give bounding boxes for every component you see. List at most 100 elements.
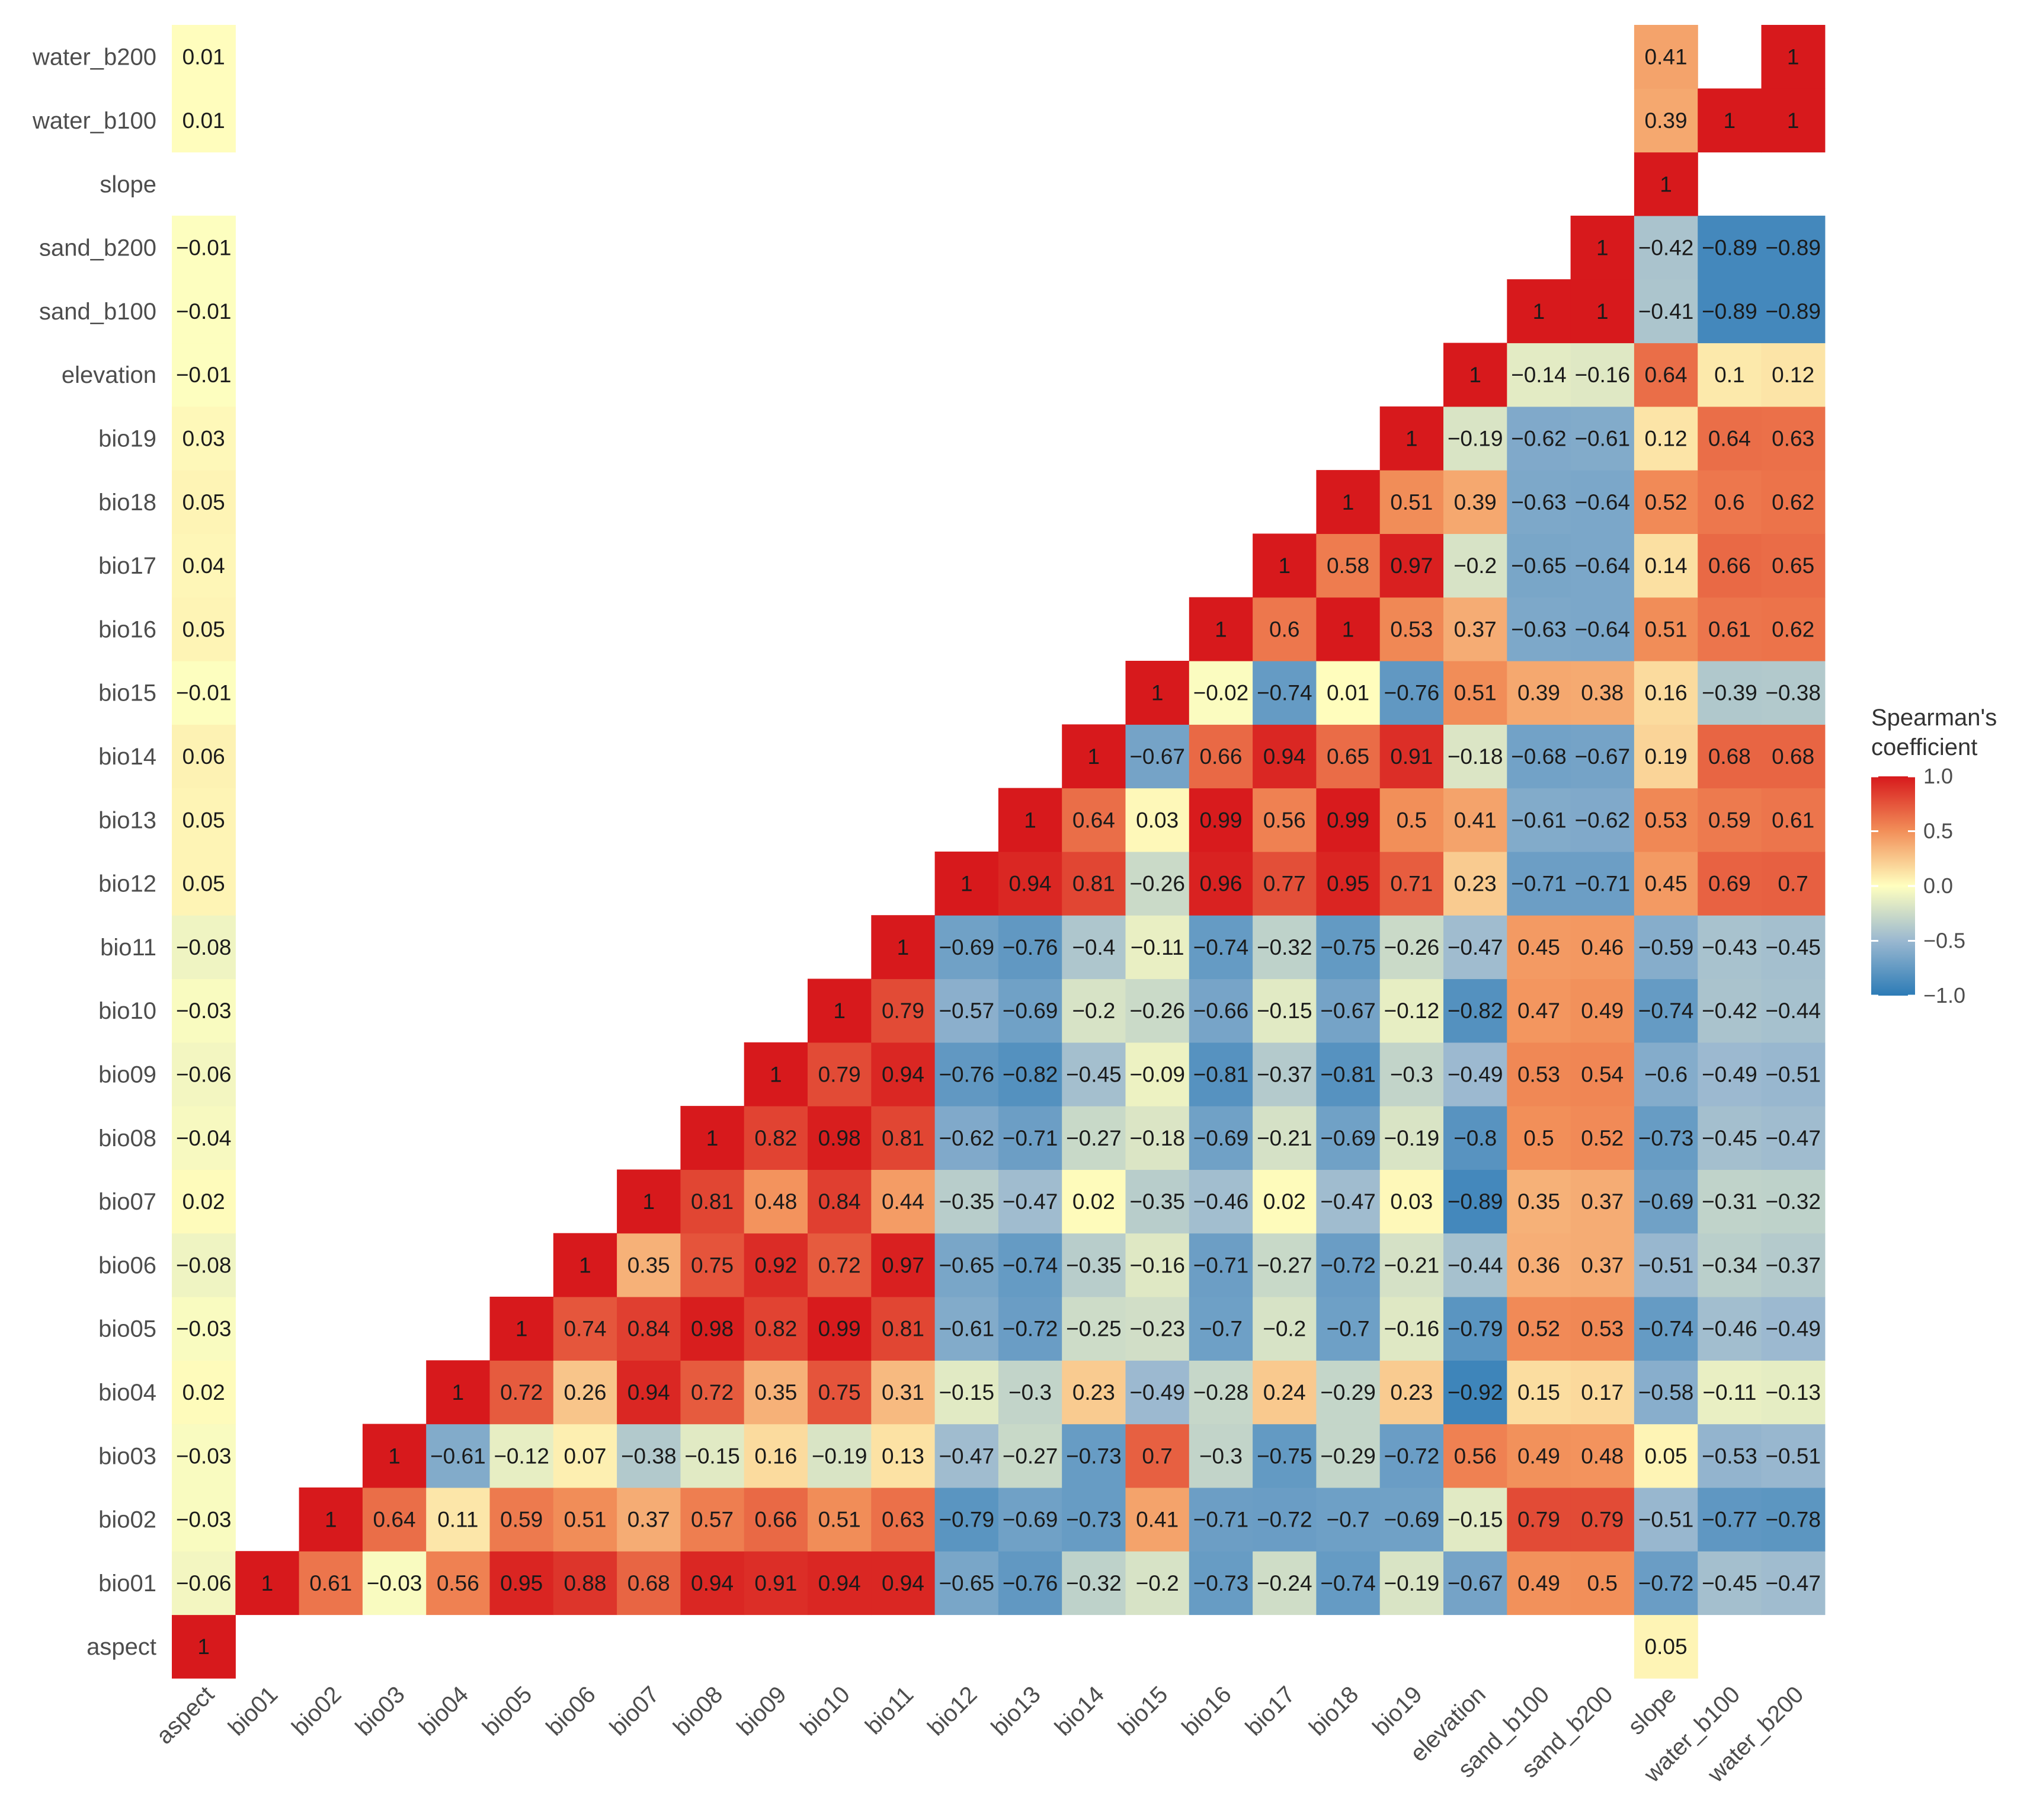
heatmap-cell <box>1253 1106 1317 1170</box>
heatmap-cell <box>1761 470 1826 534</box>
cell-value-label: −0.82 <box>1448 999 1503 1023</box>
heatmap-cell <box>172 1424 236 1488</box>
cell-value-label: −0.12 <box>494 1444 549 1468</box>
heatmap-cell <box>1634 1106 1698 1170</box>
cell-value-label: 0.45 <box>1645 872 1688 896</box>
x-tick-label: bio19 <box>1368 1681 1427 1741</box>
cell-value-label: −0.73 <box>1066 1508 1122 1532</box>
heatmap-cell <box>871 1297 936 1361</box>
cell-value-label: −0.69 <box>939 935 994 959</box>
heatmap-cell <box>489 1360 554 1425</box>
heatmap-cell <box>1316 1297 1381 1361</box>
heatmap-cell <box>1570 343 1635 407</box>
heatmap-cell <box>1253 1233 1317 1297</box>
cell-value-label: −0.69 <box>1638 1189 1694 1214</box>
heatmap-cell <box>1761 788 1826 852</box>
cell-value-label: −0.74 <box>1638 999 1694 1023</box>
cell-value-label: 1 <box>833 999 846 1023</box>
heatmap-cell <box>1443 915 1507 980</box>
heatmap-cell <box>998 788 1062 852</box>
cell-value-label: 0.03 <box>1136 808 1179 832</box>
cell-value-label: 1 <box>706 1126 719 1150</box>
cell-value-label: −0.71 <box>1574 872 1630 896</box>
cell-value-label: 0.97 <box>1390 554 1433 578</box>
legend-ticks: 1.0 0.5 0.0 −0.5 −1.0 <box>1871 764 1965 1007</box>
heatmap-cell <box>1316 788 1381 852</box>
heatmap-cell <box>1379 1233 1444 1297</box>
x-tick-label: bio12 <box>923 1681 982 1741</box>
cell-value-label: −0.8 <box>1453 1126 1497 1150</box>
heatmap-cell <box>617 1169 681 1234</box>
y-tick-label: bio14 <box>98 744 156 770</box>
x-tick-label: bio05 <box>478 1681 537 1741</box>
heatmap-cell <box>1570 978 1635 1043</box>
heatmap-cell <box>1698 1169 1762 1234</box>
cell-value-label: −0.21 <box>1384 1253 1440 1277</box>
cell-value-label: 0.96 <box>1199 872 1242 896</box>
y-tick-label: bio08 <box>98 1125 156 1152</box>
cell-value-label: 0.05 <box>182 617 225 641</box>
heatmap-cell <box>172 1106 236 1170</box>
cell-value-label: 0.7 <box>1142 1444 1172 1468</box>
heatmap-cell <box>1570 1233 1635 1297</box>
heatmap-cell <box>1634 215 1698 280</box>
cell-value-label: −0.67 <box>1448 1571 1503 1595</box>
heatmap-cell <box>1761 1042 1826 1106</box>
cell-value-label: 0.02 <box>182 1380 225 1405</box>
cell-value-label: −0.89 <box>1448 1189 1503 1214</box>
cell-value-label: −0.73 <box>1638 1126 1694 1150</box>
cell-value-label: −0.35 <box>1129 1189 1185 1214</box>
y-tick-label: bio15 <box>98 680 156 706</box>
heatmap-cell <box>1634 1614 1698 1679</box>
heatmap-cell <box>1316 1233 1381 1297</box>
cell-value-label: −0.19 <box>1448 426 1503 450</box>
cell-value-label: 1 <box>1469 363 1481 387</box>
cell-value-label: 1 <box>1342 617 1355 641</box>
cell-value-label: −0.37 <box>1765 1253 1821 1277</box>
cell-value-label: −0.24 <box>1257 1571 1312 1595</box>
cell-value-label: 0.68 <box>627 1571 670 1595</box>
heatmap-cell <box>1570 1360 1635 1425</box>
heatmap-cell <box>1062 1233 1126 1297</box>
cell-value-label: 0.39 <box>1517 681 1560 705</box>
cell-value-label: 1 <box>1596 236 1609 260</box>
cell-value-label: −0.25 <box>1066 1317 1122 1341</box>
cell-value-label: 1 <box>1724 108 1736 133</box>
heatmap-cell <box>1189 1297 1253 1361</box>
heatmap-cell <box>1570 279 1635 344</box>
heatmap-cell <box>1634 279 1698 344</box>
cell-value-label: 0.81 <box>691 1189 734 1214</box>
cell-value-label: −0.45 <box>1066 1062 1122 1086</box>
cell-value-label: −0.75 <box>1257 1444 1312 1468</box>
cell-value-label: −0.49 <box>1448 1062 1503 1086</box>
heatmap-cell <box>617 1551 681 1616</box>
heatmap-cell <box>1507 1042 1571 1106</box>
heatmap-cell <box>934 1297 999 1361</box>
y-tick-label: elevation <box>62 362 156 388</box>
cell-value-label: 0.31 <box>882 1380 924 1405</box>
cell-value-label: −0.45 <box>1765 935 1821 959</box>
cell-value-label: −0.3 <box>1390 1062 1433 1086</box>
cell-value-label: 0.57 <box>691 1508 734 1532</box>
cell-value-label: −0.47 <box>939 1444 994 1468</box>
cell-value-label: 0.61 <box>1708 617 1751 641</box>
cell-value-label: 0.07 <box>563 1444 606 1468</box>
heatmap-cell <box>1698 1297 1762 1361</box>
heatmap-cell <box>934 1042 999 1106</box>
cell-value-label: −0.2 <box>1072 999 1115 1023</box>
cell-value-label: −0.15 <box>1257 999 1312 1023</box>
cell-value-label: 0.79 <box>818 1062 861 1086</box>
heatmap-cell <box>1761 597 1826 661</box>
heatmap-cell <box>362 1487 427 1552</box>
heatmap-cell <box>871 1424 936 1488</box>
heatmap-cell <box>426 1551 491 1616</box>
heatmap-cell <box>1189 851 1253 916</box>
cell-value-label: −0.64 <box>1574 554 1630 578</box>
heatmap-cell <box>871 1360 936 1425</box>
cell-value-label: −0.65 <box>939 1253 994 1277</box>
y-tick-label: bio11 <box>100 935 156 961</box>
heatmap-cell <box>1507 1106 1571 1170</box>
cell-value-label: 1 <box>1405 426 1418 450</box>
cell-value-label: −0.44 <box>1765 999 1821 1023</box>
heatmap-cell <box>808 1106 872 1170</box>
